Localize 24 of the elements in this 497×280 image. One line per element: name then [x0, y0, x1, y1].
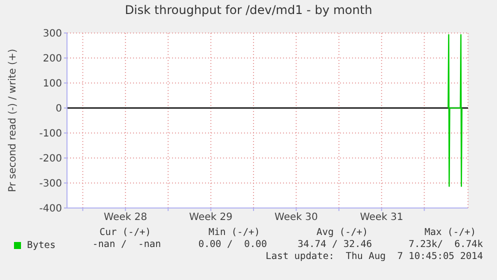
y-tick-label: 0 [56, 104, 62, 115]
y-tick-label: 100 [42, 78, 62, 90]
y-tick-label: -300 [39, 178, 62, 190]
x-tick-label: Week 28 [104, 212, 148, 224]
x-tick-label: Week 29 [189, 212, 232, 224]
y-tick-label: 300 [42, 28, 62, 40]
x-tick-label: Week 31 [360, 212, 404, 224]
y-tick-label: -400 [39, 204, 62, 215]
text: 0.00 / 0.00 [198, 239, 267, 250]
y-tick-label: 200 [42, 54, 62, 65]
legend-label: Bytes [26, 240, 56, 251]
x-tick-label: Week 30 [274, 212, 318, 224]
text: Avg (-/+) [316, 227, 368, 238]
text: Max (-/+) [424, 227, 476, 238]
text: -nan / -nan [92, 239, 161, 250]
text: 34.74 / 32.46 [298, 239, 372, 250]
y-axis-title: Pr second read (-) / write (+) [8, 48, 19, 192]
text: Cur (-/+) [100, 227, 151, 238]
text: Last update: Thu Aug 7 10:45:05 2014 [266, 251, 483, 262]
text: Min (-/+) [208, 227, 260, 238]
chart-title: Disk throughput for /dev/md1 - by month [124, 3, 374, 17]
y-tick-label: -200 [39, 154, 62, 165]
y-tick-label: -100 [39, 128, 62, 140]
text: 7.23k/ 6.74k [408, 239, 483, 250]
